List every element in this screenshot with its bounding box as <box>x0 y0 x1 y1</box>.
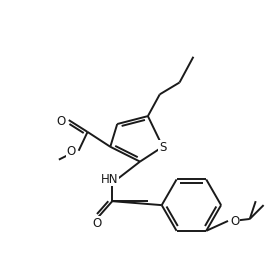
Text: S: S <box>159 141 166 154</box>
Text: HN: HN <box>101 172 118 185</box>
Text: O: O <box>230 215 239 228</box>
Text: O: O <box>93 217 102 230</box>
Text: O: O <box>57 114 66 127</box>
Text: O: O <box>67 145 76 158</box>
